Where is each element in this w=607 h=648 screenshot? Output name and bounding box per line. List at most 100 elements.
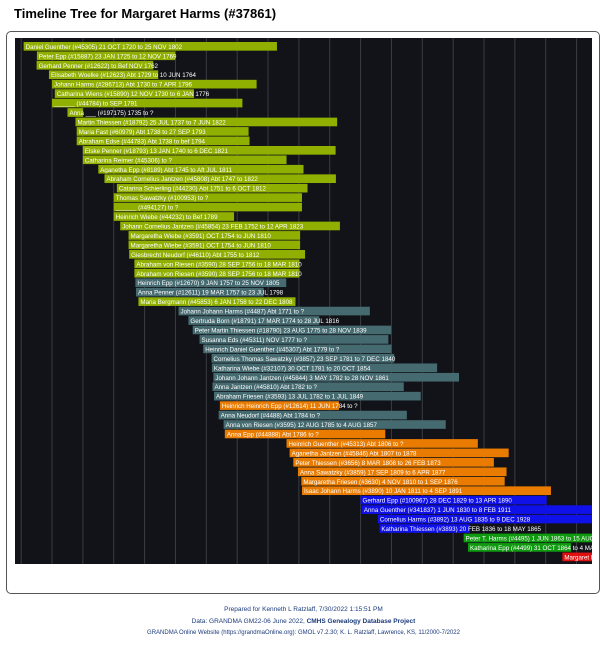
bar-label: Martin Thiessen (#18792) 25 JUL 1737 to … <box>77 119 226 126</box>
bar-label: Abraham von Riesen (#3590) 28 SEP 1756 t… <box>136 271 302 278</box>
bar-label: Katharina Thiessen (#3893) 20 FEB 1836 t… <box>381 526 541 533</box>
timeline-bar <box>52 79 257 89</box>
bar-label: Anna von Riesen (#3595) 12 AUG 1785 to 4… <box>226 422 378 429</box>
bar-label: Heinrich Heinrich Epp (#12614) 11 JUN 17… <box>222 403 358 410</box>
bar-label: Maria Bergmann (#45853) 6 JAN 1758 to 22… <box>140 299 293 306</box>
timeline-bar <box>301 486 551 496</box>
bar-label: Cornelius Thomas Sawatzky (#3857) 23 SEP… <box>214 356 396 363</box>
bar-label: Johann Johann Harms (#4487) Abt 1771 to … <box>181 309 305 316</box>
timeline-bar <box>128 240 301 250</box>
timeline-bar <box>361 505 592 514</box>
bar-label: Susanna Eds (#45311) NOV 1777 to ? <box>202 337 308 344</box>
timeline-bar <box>562 552 592 562</box>
bar-label: Maria Fast (#60979) Abt 1738 to 27 SEP 1… <box>79 129 206 136</box>
footer-prepared: Prepared for Kenneth L Ratzlaff, 7/30/20… <box>224 606 383 613</box>
timeline-bar <box>214 391 421 401</box>
bar-label: Abraham Edse (#44783) Abt 1738 to bef 17… <box>79 138 206 145</box>
timeline-bar <box>199 335 389 344</box>
bar-label: Aganetha Jantzen (#45846) Abt 1807 to 18… <box>292 450 417 457</box>
bar-label: Peter Thiessen (#3656) 8 MAR 1808 to 26 … <box>295 460 441 467</box>
timeline-bar <box>138 297 296 306</box>
bar-label: Anna Penner (#12611) 19 MAR 1757 to 23 J… <box>138 290 284 297</box>
bar-label: Peter T. Harms (#4495) 1 JUN 1863 to 15 … <box>466 535 592 542</box>
timeline-bar <box>218 410 407 420</box>
timeline-bar <box>104 174 336 184</box>
timeline-bar <box>289 448 509 458</box>
timeline-bar <box>52 98 243 108</box>
bar-label: Anna ___ (#197175) 1735 to ? <box>69 110 154 117</box>
bar-label: Abraham von Riesen (#3590) 28 SEP 1756 t… <box>136 261 302 268</box>
footer-data: Data: GRANDMA GM22-06 June 2022, CMHS Ge… <box>0 618 607 625</box>
bar-label: Gerhard Penner (#12622) to Bef NOV 1762 <box>39 63 159 70</box>
bar-label: Elske Penner (#18793) 13 JAN 1740 to 6 D… <box>85 148 229 155</box>
timeline-bar <box>286 439 478 448</box>
bar-label: Peter Martin Thiessen (#18790) 23 AUG 17… <box>195 327 367 334</box>
bar-label: Catharina Reimer (#45306) to ? <box>85 157 173 164</box>
timeline-bar <box>379 524 470 533</box>
bar-label: Anna Neudorf (#4488) Abt 1784 to ? <box>221 413 321 420</box>
timeline-bar <box>293 458 494 467</box>
bar-label: Margaretha Wiebe (#3591) OCT 1754 to JUN… <box>131 242 272 249</box>
page-title: Timeline Tree for Margaret Harms (#37861… <box>14 6 277 21</box>
bar-label: Elisabeth Woelke (#12623) Abt 1729 to 10… <box>51 72 197 79</box>
bar-label: Catarina Schierling (#44230) Abt 1751 to… <box>119 186 267 193</box>
footer-data-prefix: Data: GRANDMA GM22-06 June 2022, <box>191 618 305 625</box>
bar-label: Aganetha Epp (#8189) Abt 1745 to Aft JUL… <box>100 167 232 174</box>
timeline-bar <box>98 164 304 174</box>
timeline-bar <box>360 495 547 505</box>
bar-label: Cornelius Harms (#3892) 13 AUG 1835 to 9… <box>380 517 531 524</box>
timeline-bar <box>188 316 320 325</box>
timeline-bar <box>128 231 301 240</box>
timeline-bar <box>76 127 249 136</box>
bar-label: Giesbrecht Neudorf (#46110) Abt 1755 to … <box>131 252 260 259</box>
bar-label: Anna Sawatzky (#3859) 17 SEP 1809 to 6 A… <box>300 469 446 476</box>
bar-label: Katharina Wiebe (#32107) 30 OCT 1781 to … <box>214 365 371 372</box>
bar-label: Johann Harms (#286713) Abt 1730 to 7 APR… <box>54 82 192 89</box>
timeline-bar <box>135 287 264 297</box>
bar-label: Gerhard Epp (#100967) 28 DEC 1829 to 13 … <box>363 498 513 505</box>
timeline-bar <box>212 382 404 392</box>
bar-label: Anna Epp (#44888) Abt 1786 to ? <box>227 431 319 438</box>
bar-label: Abraham Cornelius Jantzen (#45808) Abt 1… <box>106 176 258 183</box>
timeline-bar <box>113 202 302 212</box>
bar-label: Heinrich Epp (#12670) 9 JAN 1757 to 25 N… <box>137 280 280 287</box>
bar-label: Margaretha Friesen (#3630) 4 NOV 1810 to… <box>303 479 458 486</box>
timeline-bar <box>463 533 592 543</box>
timeline-bar <box>203 344 392 354</box>
bar-label: Anna Jantzen (#45810) Abt 1782 to ? <box>214 384 317 391</box>
timeline-bar <box>135 278 287 288</box>
timeline-bar <box>129 250 306 259</box>
timeline-bar <box>82 146 336 155</box>
timeline-bar <box>467 543 572 552</box>
timeline-bar <box>82 155 287 165</box>
timeline-bar <box>48 70 159 80</box>
bar-label: Katharina Epp (#4499) 31 OCT 1864 to 4 M… <box>470 545 592 552</box>
timeline-bar <box>297 467 507 477</box>
bar-label: Peter Epp (#15887) 23 JAN 1725 to 12 NOV… <box>39 53 177 60</box>
timeline-bar <box>36 60 154 70</box>
timeline-bar <box>113 193 302 202</box>
bar-label: Isaac Johann Harms (#3890) 10 JAN 1811 t… <box>304 488 463 495</box>
bar-label: Johann Johann Jantzen (#45844) 3 MAY 178… <box>215 375 389 382</box>
bar-label: Daniel Guenther (#45305) 21 OCT 1720 to … <box>26 44 183 51</box>
timeline-bar <box>223 420 446 429</box>
timeline-bar <box>377 514 592 524</box>
timeline-bar <box>36 51 176 61</box>
timeline-bar <box>178 306 370 316</box>
bar-label: Johann Cornelius Jantzen (#45854) 23 FEB… <box>122 223 303 230</box>
timeline-bar <box>54 89 194 98</box>
bar-label: Margaretha Wiebe (#3591) OCT 1754 to JUN… <box>131 233 272 240</box>
bar-label: Heinrich Daniel Guenther (#45307) Abt 17… <box>205 346 340 353</box>
timeline-bar <box>134 268 300 278</box>
timeline-bar <box>120 221 340 231</box>
timeline-bar <box>75 117 338 127</box>
bar-label: ______ (#44784) to SEP 1791 <box>53 101 138 108</box>
footer-website[interactable]: GRANDMA Online Website (https://grandmaO… <box>147 630 460 636</box>
timeline-bar <box>113 212 235 221</box>
bar-label: ______ (#494127) to ? <box>115 205 179 212</box>
bar-label: Catharina Wiens (#15890) 12 NOV 1730 to … <box>57 91 210 98</box>
bar-label: Margaret Harms (#37861) 26 MAY 1895 to 3… <box>564 554 592 561</box>
timeline-bar <box>224 429 386 439</box>
timeline-bar <box>23 42 277 51</box>
bar-label: Thomas Sawatzky (#100953) to ? <box>116 195 209 202</box>
